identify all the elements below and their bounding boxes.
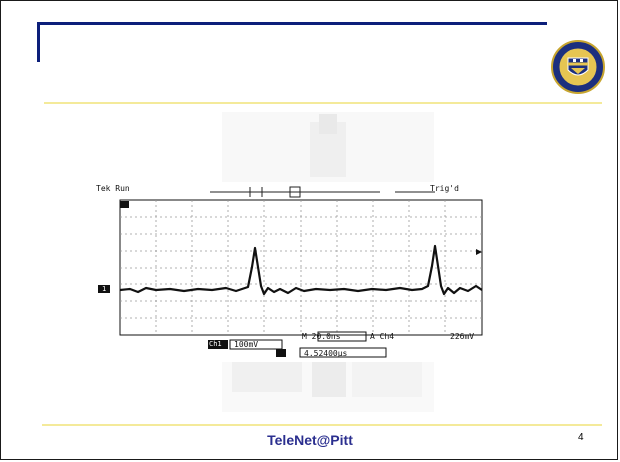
timebase-readout: M 20.0ns xyxy=(302,332,341,341)
page-number: 4 xyxy=(578,432,584,443)
trigger-level-readout: 226mV xyxy=(450,332,475,341)
footer-title: TeleNet@Pitt xyxy=(267,432,353,448)
scope-status-trig: Trig'd xyxy=(430,184,459,193)
ch1-scale-readout: 100mV xyxy=(234,340,259,349)
cathedral-watermark xyxy=(222,112,434,412)
footer-rule xyxy=(42,424,602,426)
title-bar-accent xyxy=(37,22,40,62)
university-seal-logo xyxy=(551,40,605,94)
trigger-source-readout: A Ch4 xyxy=(370,332,395,341)
cursor-delta-readout: 4.52400μs xyxy=(304,349,348,358)
oscilloscope-capture: Tek Run Trig'd 1 Ch1 100mV M 20.0ns A Ch… xyxy=(90,182,500,362)
scope-status-run: Tek Run xyxy=(96,184,130,193)
ch1-badge: Ch1 xyxy=(209,340,222,348)
title-bar-line xyxy=(37,22,547,25)
header-rule xyxy=(44,102,602,104)
scope-screen xyxy=(98,186,483,358)
signal-trace xyxy=(119,244,483,296)
ch1-ground-marker: 1 xyxy=(102,285,107,293)
